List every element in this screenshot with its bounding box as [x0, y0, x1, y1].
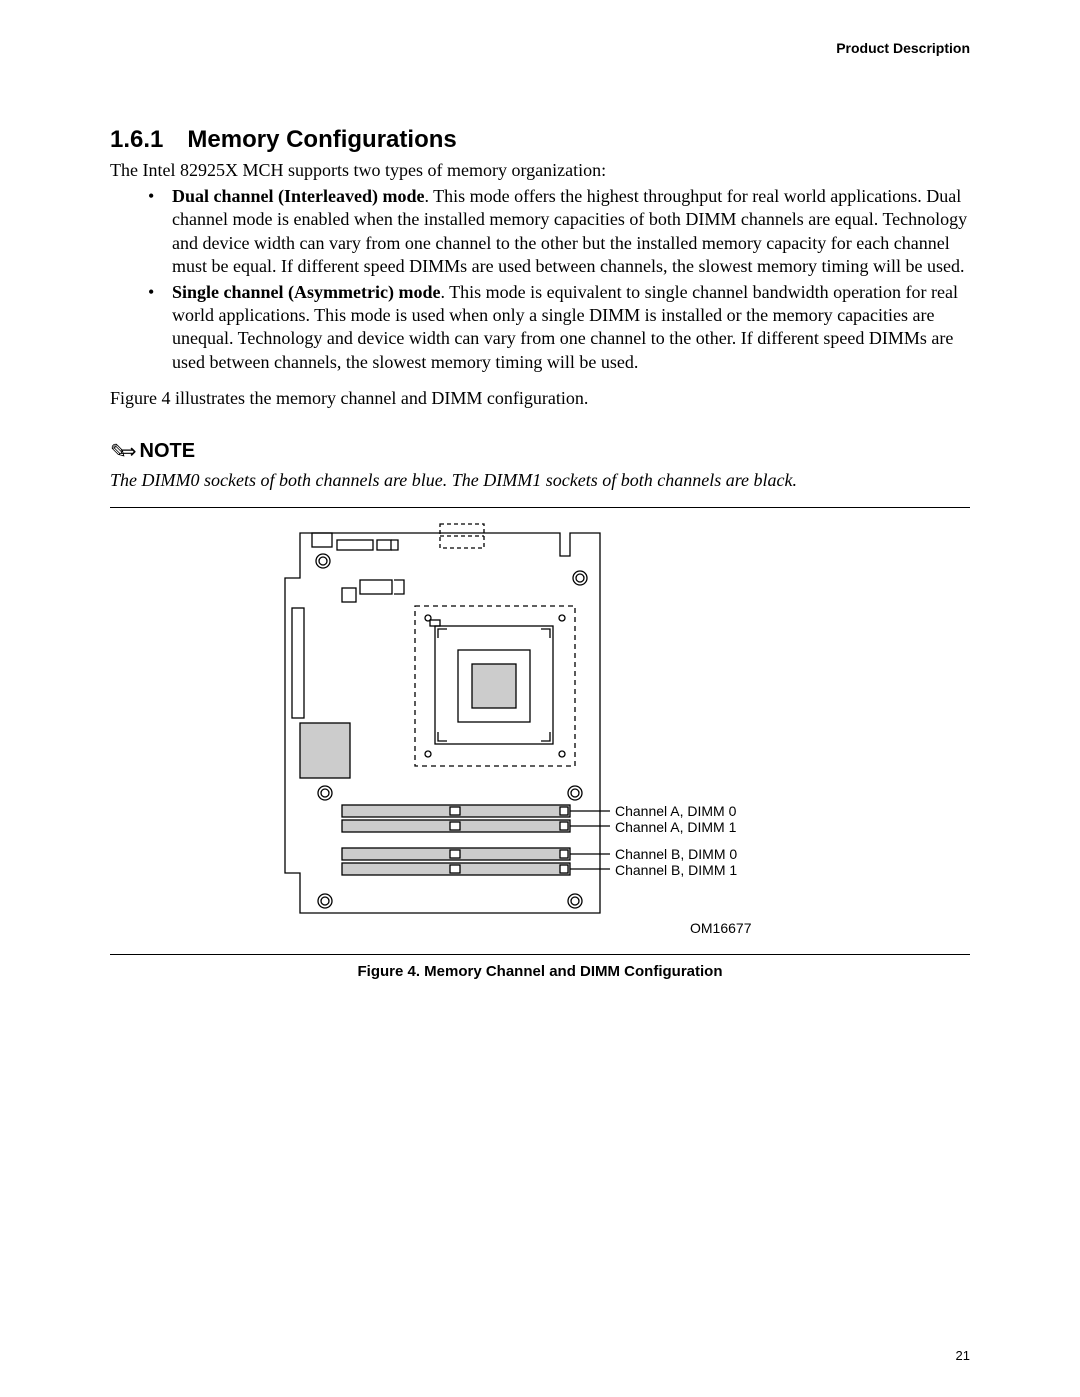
- label-channel-b-dimm0: Channel B, DIMM 0: [615, 846, 737, 862]
- figure-reference: Figure 4 illustrates the memory channel …: [110, 388, 970, 409]
- note-label: NOTE: [140, 440, 196, 463]
- section-title: Memory Configurations: [187, 126, 456, 153]
- motherboard-diagram: Channel A, DIMM 0 Channel A, DIMM 1 Chan…: [260, 518, 820, 948]
- note-arrow-icon: ✎⇒: [110, 439, 130, 464]
- header-product: Product Description: [110, 40, 970, 56]
- mode-title: Single channel (Asymmetric) mode: [172, 282, 440, 302]
- figure-container: Channel A, DIMM 0 Channel A, DIMM 1 Chan…: [110, 508, 970, 954]
- figure-caption: Figure 4. Memory Channel and DIMM Config…: [110, 963, 970, 980]
- label-channel-a-dimm0: Channel A, DIMM 0: [615, 803, 737, 819]
- section-heading: 1.6.1 Memory Configurations: [110, 126, 970, 154]
- label-channel-b-dimm1: Channel B, DIMM 1: [615, 862, 737, 878]
- note-text: The DIMM0 sockets of both channels are b…: [110, 470, 970, 491]
- label-channel-a-dimm1: Channel A, DIMM 1: [615, 819, 737, 835]
- section-intro: The Intel 82925X MCH supports two types …: [110, 160, 970, 181]
- mode-title: Dual channel (Interleaved) mode: [172, 186, 424, 206]
- list-item: Dual channel (Interleaved) mode. This mo…: [172, 185, 970, 279]
- figure-id: OM16677: [690, 920, 752, 936]
- dimm-slots: [342, 805, 570, 875]
- list-item: Single channel (Asymmetric) mode. This m…: [172, 281, 970, 375]
- note-header: ✎⇒ NOTE: [110, 439, 970, 464]
- section-number: 1.6.1: [110, 126, 163, 154]
- figure-rule-bottom: [110, 954, 970, 955]
- page-number: 21: [956, 1348, 970, 1363]
- mode-list: Dual channel (Interleaved) mode. This mo…: [110, 185, 970, 374]
